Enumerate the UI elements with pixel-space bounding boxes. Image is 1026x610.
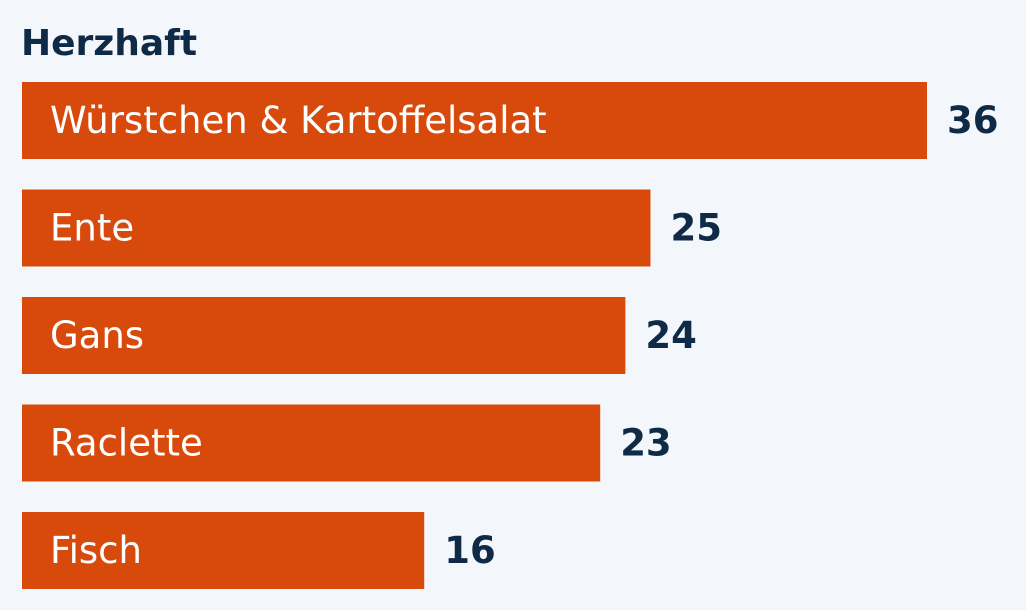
bar — [22, 189, 651, 267]
bar-category-label: Fisch — [50, 529, 142, 572]
bars-group: Würstchen & Kartoffelsalat 36 Ente 25 Gans 24… — [22, 82, 999, 589]
bar-category-label: Ente — [50, 207, 134, 250]
bar-category-label: Würstchen & Kartoffelsalat — [50, 99, 547, 142]
bar — [22, 297, 626, 374]
chart-title: Herzhaft — [21, 23, 197, 64]
bar — [22, 82, 927, 159]
bar-category-label: Gans — [50, 314, 144, 357]
bar-value-label: 36 — [947, 99, 999, 142]
bar-value-label: 24 — [645, 314, 697, 357]
bar-value-label: 23 — [620, 422, 672, 465]
bar — [22, 512, 425, 589]
bar-value-label: 25 — [670, 207, 722, 250]
bar-value-label: 16 — [444, 529, 496, 572]
bar — [22, 404, 601, 482]
bar-category-label: Raclette — [50, 422, 203, 465]
